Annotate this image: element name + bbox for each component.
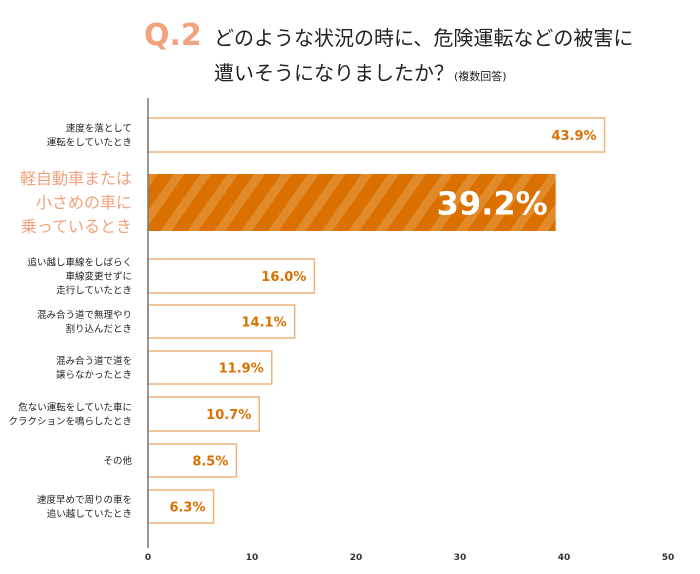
value-label: 39.2% <box>437 185 548 223</box>
bar <box>147 117 606 153</box>
bar <box>147 304 296 339</box>
category-label: 割り込んだとき <box>65 323 132 335</box>
question-title-line2: 遭いそうになりましたか？(複数回答) <box>214 57 507 86</box>
category-label: 運転をしていたとき <box>47 137 132 148</box>
question-title-line2-text: 遭いそうになりましたか？ <box>214 61 454 85</box>
x-tick-label: 30 <box>454 553 467 563</box>
category-label: クラクションを鳴らしたとき <box>8 415 132 427</box>
category-label: 追い越していたとき <box>47 508 132 520</box>
bar <box>147 258 316 294</box>
value-label: 11.9% <box>219 362 264 377</box>
bar <box>148 174 556 231</box>
value-label: 43.9% <box>551 129 596 144</box>
bar <box>147 396 261 432</box>
category-label: 軽自動車または <box>20 169 132 188</box>
value-label: 16.0% <box>261 270 306 285</box>
question-number: Q.2 <box>144 18 202 53</box>
x-tick-label: 10 <box>246 553 259 563</box>
category-label: 乗っているとき <box>21 217 132 236</box>
category-label: 譲らなかったとき <box>56 369 132 381</box>
bar <box>147 443 238 478</box>
category-label: 走行していたとき <box>56 284 132 296</box>
category-label: 混み合う道で無理やり <box>37 309 132 321</box>
category-label: 危ない運転をしていた車に <box>18 401 132 413</box>
x-tick-label: 0 <box>145 553 151 563</box>
value-label: 6.3% <box>169 501 205 516</box>
question-title-line1: どのような状況の時に、危険運転などの被害に <box>214 26 634 50</box>
category-label: 速度を落として <box>66 122 132 134</box>
bar <box>147 350 273 385</box>
value-label: 8.5% <box>192 455 228 470</box>
value-label: 10.7% <box>206 408 251 423</box>
category-label: 車線変更せずに <box>65 270 132 282</box>
category-label: その他 <box>103 455 132 467</box>
bar <box>147 489 215 524</box>
category-label: 小さめの車に <box>36 193 132 212</box>
category-label: 追い越し車線をしばらく <box>27 256 132 268</box>
category-label: 速度早めで周りの車を <box>37 494 132 506</box>
x-tick-label: 40 <box>558 553 571 563</box>
question-note: (複数回答) <box>454 70 507 83</box>
x-tick-label: 50 <box>662 553 675 563</box>
category-label: 混み合う道で道を <box>56 355 132 367</box>
value-label: 14.1% <box>242 316 287 331</box>
x-tick-label: 20 <box>350 553 363 563</box>
